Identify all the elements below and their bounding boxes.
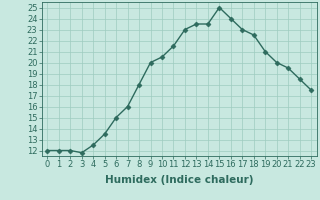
X-axis label: Humidex (Indice chaleur): Humidex (Indice chaleur) (105, 175, 253, 185)
